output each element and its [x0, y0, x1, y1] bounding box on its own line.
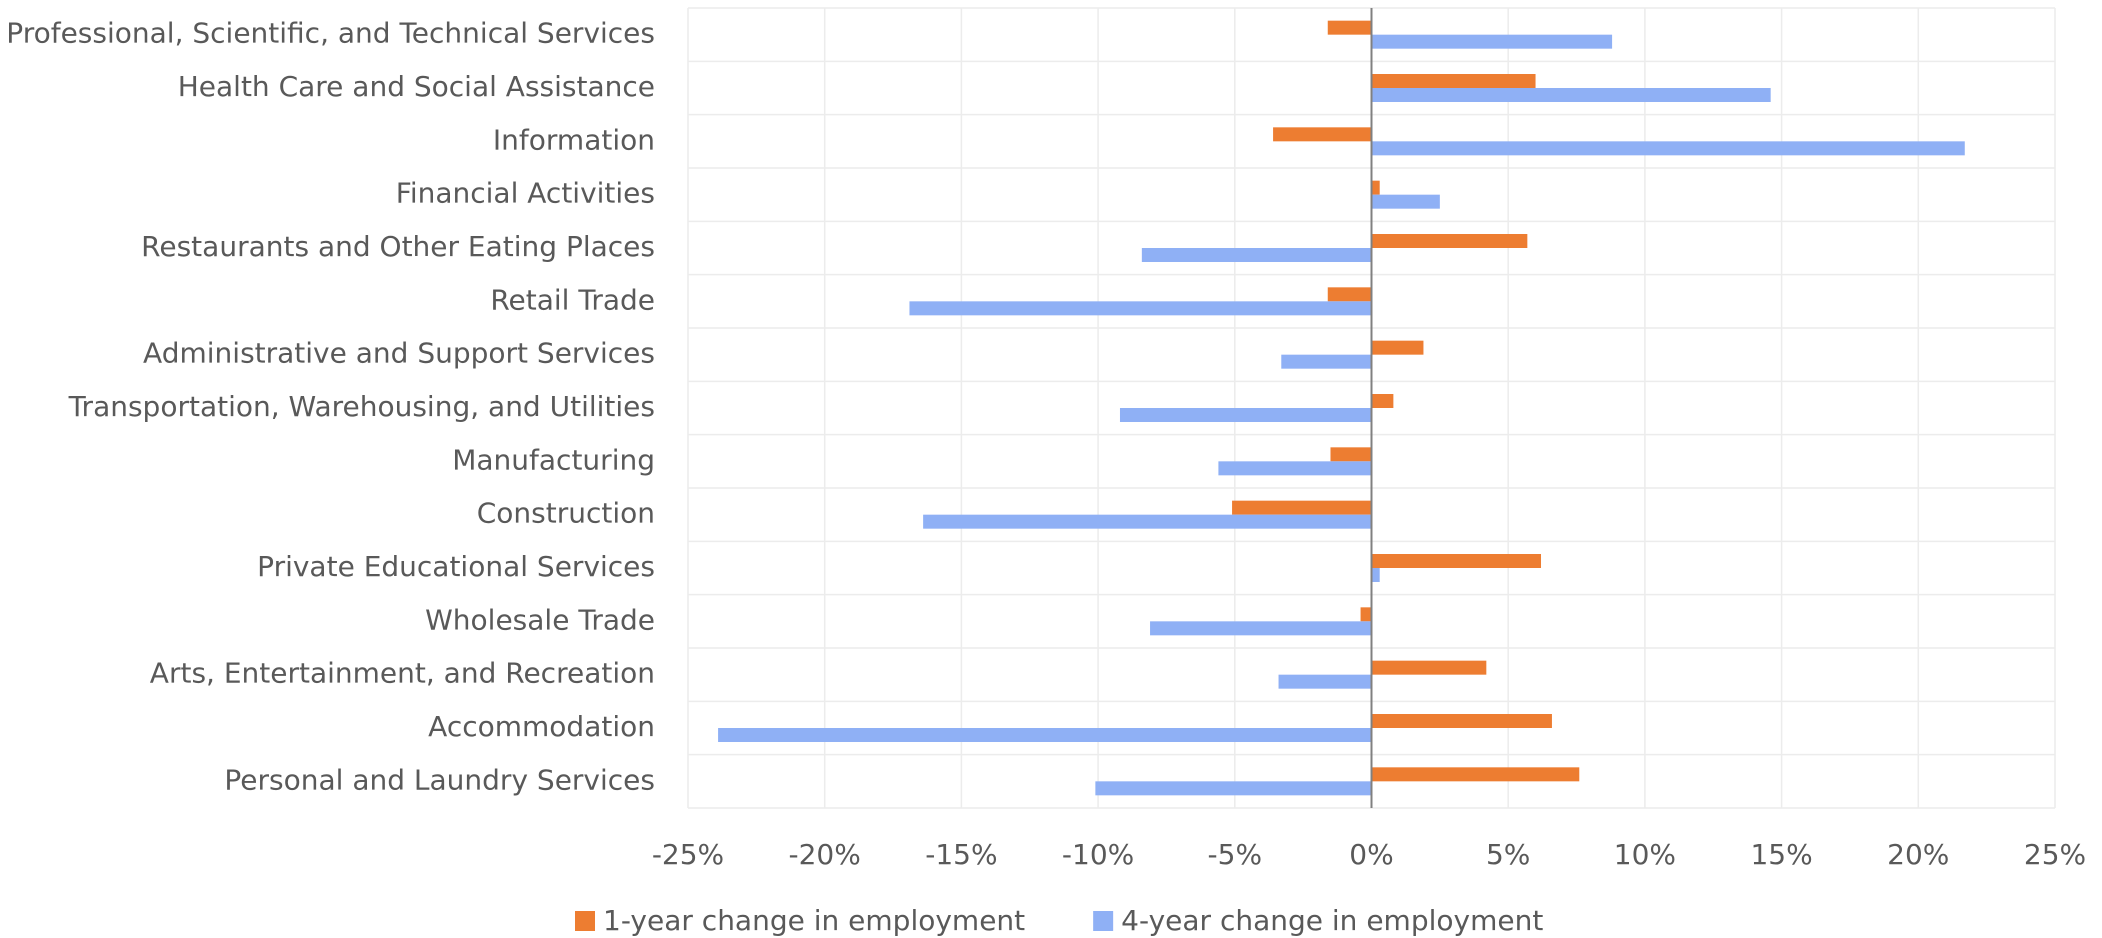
bar [1371, 660, 1487, 675]
y-tick-label: Arts, Entertainment, and Recreation [150, 657, 655, 690]
x-tick-label: -15% [925, 838, 997, 871]
bar [1371, 194, 1440, 209]
y-tick-label: Wholesale Trade [425, 603, 655, 636]
x-tick-label: -5% [1208, 838, 1263, 871]
bar [1371, 88, 1771, 102]
x-tick-label: 25% [2024, 838, 2086, 871]
bar [1371, 767, 1580, 782]
bar [1371, 34, 1613, 49]
bar [1371, 141, 1965, 156]
y-tick-label: Financial Activities [396, 177, 655, 210]
bar [1360, 607, 1372, 622]
x-tick-label: 0% [1349, 838, 1393, 871]
bar [1371, 340, 1424, 355]
bar [1327, 20, 1372, 35]
y-tick-label: Private Educational Services [257, 550, 655, 583]
y-tick-label: Transportation, Warehousing, and Utiliti… [68, 390, 655, 423]
x-tick-label: -10% [1062, 838, 1134, 871]
x-tick-label: -25% [652, 838, 724, 871]
y-tick-label: Administrative and Support Services [143, 337, 655, 370]
legend-swatch [575, 911, 595, 931]
bar [923, 514, 1372, 529]
y-tick-label: Professional, Scientific, and Technical … [6, 17, 655, 50]
bar [1273, 127, 1372, 142]
x-tick-label: -20% [789, 838, 861, 871]
y-tick-label: Manufacturing [452, 443, 655, 476]
bar [1371, 180, 1380, 195]
y-tick-label: Information [493, 123, 655, 156]
bar [1371, 554, 1542, 568]
x-tick-label: 15% [1750, 838, 1812, 871]
bar [1232, 500, 1372, 515]
legend-swatch [1093, 911, 1114, 931]
bar [1141, 248, 1372, 262]
bar [1371, 74, 1536, 88]
x-tick-label: 10% [1614, 838, 1676, 871]
legend-label: 4-year change in employment [1121, 904, 1543, 937]
y-tick-label: Construction [477, 497, 655, 530]
legend-label: 1-year change in employment [603, 904, 1025, 937]
x-tick-label: 5% [1486, 838, 1530, 871]
y-tick-label: Health Care and Social Assistance [178, 70, 655, 103]
bar [1150, 621, 1372, 636]
x-tick-label: 20% [1887, 838, 1949, 871]
y-tick-label: Retail Trade [490, 283, 655, 316]
bar [718, 728, 1372, 742]
bar [1095, 781, 1372, 796]
bar [1371, 714, 1552, 728]
y-tick-label: Accommodation [428, 710, 655, 743]
bar [1371, 234, 1528, 248]
bar [1327, 287, 1372, 302]
y-tick-label: Restaurants and Other Eating Places [141, 230, 655, 263]
bar [1330, 447, 1372, 462]
bar [1119, 408, 1372, 422]
bar [1371, 394, 1394, 408]
bar [1278, 674, 1372, 689]
bar [909, 301, 1372, 316]
bar [1218, 461, 1372, 476]
bar [1371, 568, 1380, 582]
bar [1281, 354, 1372, 369]
y-tick-label: Personal and Laundry Services [224, 763, 655, 796]
